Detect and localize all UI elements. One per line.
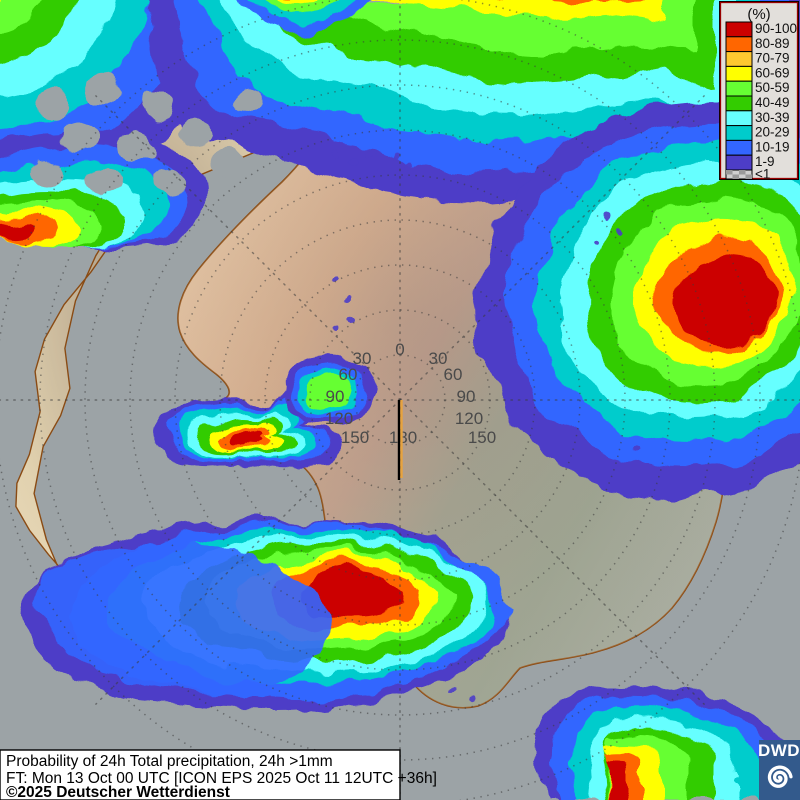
svg-text:10-19: 10-19: [755, 139, 790, 154]
svg-text:60-69: 60-69: [755, 65, 790, 80]
svg-text:180: 180: [389, 428, 417, 447]
svg-text:90: 90: [457, 387, 476, 406]
svg-text:90: 90: [326, 387, 345, 406]
svg-text:60: 60: [339, 365, 358, 384]
svg-text:50-59: 50-59: [755, 80, 790, 95]
svg-text:20-29: 20-29: [755, 125, 790, 140]
svg-text:0: 0: [395, 340, 404, 359]
svg-text:90-100: 90-100: [755, 21, 797, 36]
svg-text:60: 60: [444, 365, 463, 384]
svg-text:DWD: DWD: [758, 741, 800, 760]
svg-text:120: 120: [455, 409, 483, 428]
svg-text:<1: <1: [755, 167, 770, 182]
svg-text:Probability of 24h Total preci: Probability of 24h Total precipitation, …: [6, 753, 333, 770]
svg-text:120: 120: [325, 409, 353, 428]
svg-text:70-79: 70-79: [755, 51, 790, 66]
svg-text:80-89: 80-89: [755, 36, 790, 51]
svg-text:150: 150: [341, 428, 369, 447]
svg-text:30-39: 30-39: [755, 110, 790, 125]
svg-text:40-49: 40-49: [755, 95, 790, 110]
svg-text:150: 150: [468, 428, 496, 447]
svg-text:©2025 Deutscher Wetterdienst: ©2025 Deutscher Wetterdienst: [6, 784, 230, 800]
